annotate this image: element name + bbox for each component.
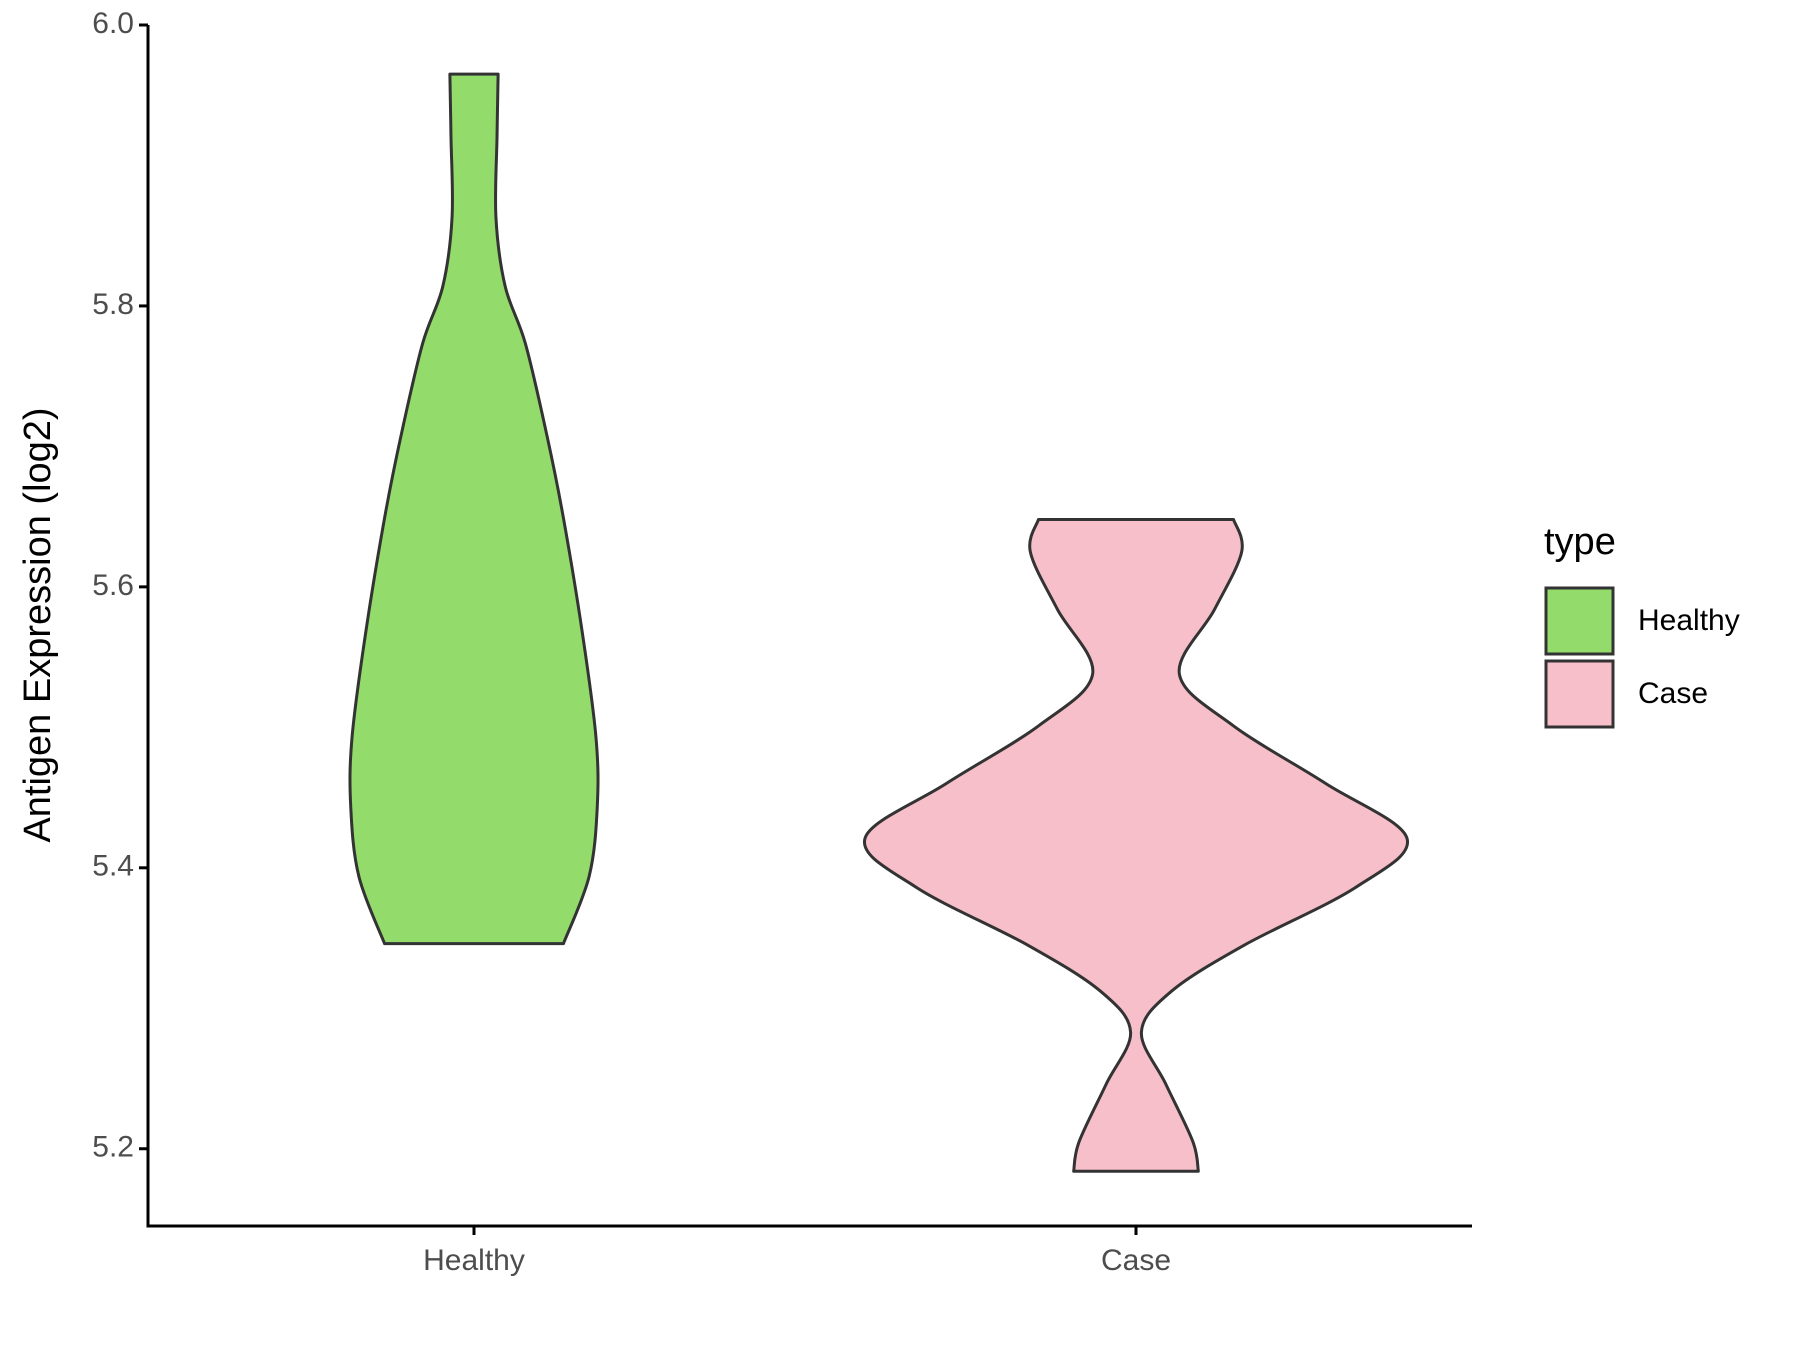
x-tick-label: Case [1101, 1244, 1171, 1277]
legend-key [1544, 586, 1615, 656]
legend-label: Case [1638, 677, 1708, 710]
legend-title: type [1544, 521, 1616, 563]
y-axis-title: Antigen Expression (log2) [17, 407, 59, 842]
y-tick-label: 6.0 [92, 7, 134, 40]
y-tick-label: 5.4 [92, 850, 134, 883]
violin [863, 517, 1409, 1173]
y-tick-label: 5.6 [92, 569, 134, 602]
x-tick-label: Healthy [423, 1244, 525, 1277]
y-tick-label: 5.2 [92, 1131, 134, 1164]
legend-key [1544, 659, 1615, 729]
y-tick-label: 5.8 [92, 288, 134, 321]
legend-label: Healthy [1638, 604, 1740, 637]
violin [348, 72, 600, 946]
